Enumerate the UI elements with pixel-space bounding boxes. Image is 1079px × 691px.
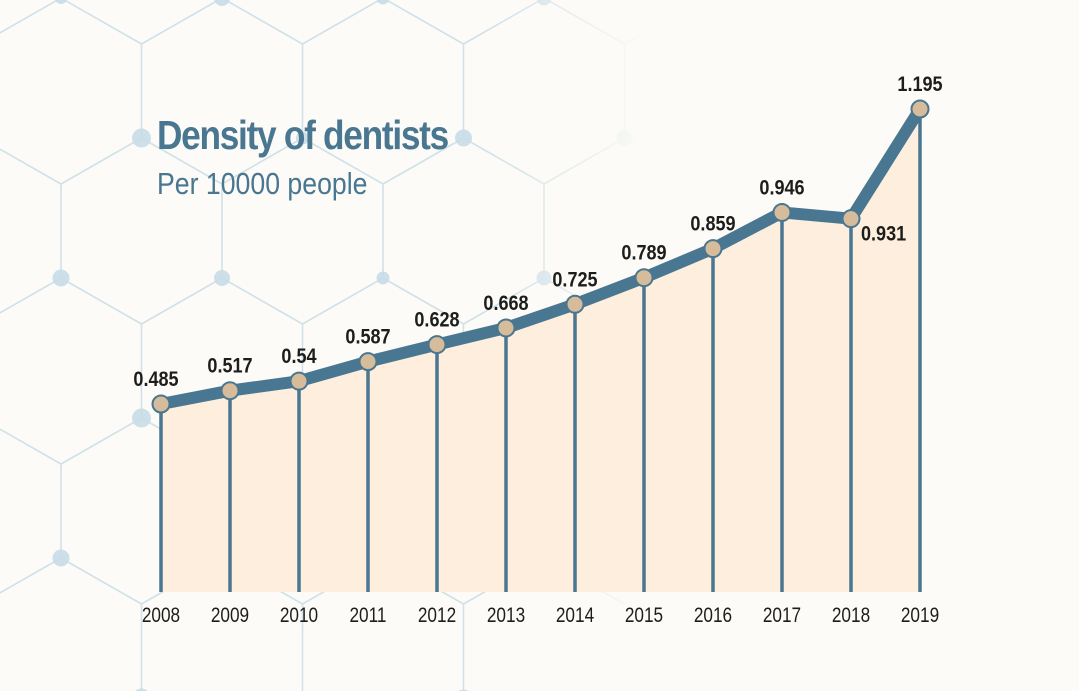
area-segment xyxy=(713,212,782,592)
area-segment xyxy=(368,344,437,592)
chart-title: Density of dentists xyxy=(157,112,449,158)
series-line xyxy=(155,102,926,410)
x-tick-label-2013: 2013 xyxy=(487,605,525,628)
area-segment xyxy=(299,361,368,592)
x-tick-label-2017: 2017 xyxy=(763,605,801,628)
x-tick-label-2016: 2016 xyxy=(694,605,732,628)
area-segment xyxy=(575,277,644,592)
area-segment xyxy=(851,108,920,593)
marker-2019 xyxy=(910,99,930,119)
data-label-2016: 0.859 xyxy=(690,212,735,236)
data-label-2011: 0.587 xyxy=(345,325,390,349)
data-label-2010: 0.54 xyxy=(281,345,316,369)
data-label-2018: 0.931 xyxy=(861,222,906,246)
chart-subtitle: Per 10000 people xyxy=(157,166,368,201)
area-segment xyxy=(782,212,851,592)
marker-2014 xyxy=(565,294,585,314)
area-segment xyxy=(161,390,230,592)
x-tick-label-2008: 2008 xyxy=(142,605,180,628)
marker-2017 xyxy=(772,202,792,222)
data-labels-group: 0.485 0.517 0.54 0.587 0.628 0.668 0.725 0.789 0… xyxy=(133,73,942,392)
marker-2009 xyxy=(220,381,240,401)
data-label-2017: 0.946 xyxy=(759,176,804,200)
data-label-2008: 0.485 xyxy=(133,368,178,392)
x-axis-labels-group: 2008 2009 2010 2011 2012 2013 2014 2015 2016 2017… xyxy=(142,605,939,628)
area-segment xyxy=(644,248,713,592)
data-label-2015: 0.789 xyxy=(621,241,666,265)
x-tick-label-2015: 2015 xyxy=(625,605,663,628)
data-label-2013: 0.668 xyxy=(483,292,528,316)
marker-2013 xyxy=(496,318,516,338)
x-tick-label-2009: 2009 xyxy=(211,605,249,628)
marker-2010 xyxy=(289,371,309,391)
x-tick-label-2011: 2011 xyxy=(349,605,386,628)
area-segment xyxy=(437,327,506,592)
x-tick-label-2010: 2010 xyxy=(280,605,318,628)
area-fill-group xyxy=(161,108,920,593)
markers-group xyxy=(151,99,930,414)
marker-2008 xyxy=(151,394,171,414)
x-tick-label-2012: 2012 xyxy=(418,605,456,628)
marker-2012 xyxy=(427,335,447,355)
marker-2015 xyxy=(634,268,654,288)
x-tick-label-2019: 2019 xyxy=(901,605,939,628)
area-segment xyxy=(506,304,575,592)
series-line-group xyxy=(155,102,926,410)
marker-2016 xyxy=(703,239,723,259)
data-label-2014: 0.725 xyxy=(552,268,597,292)
data-label-2009: 0.517 xyxy=(207,354,252,378)
area-segment xyxy=(230,381,299,592)
x-tick-label-2014: 2014 xyxy=(556,605,595,628)
x-tick-label-2018: 2018 xyxy=(832,605,870,628)
marker-2018 xyxy=(841,209,861,229)
marker-2011 xyxy=(358,352,378,372)
data-label-2019: 1.195 xyxy=(897,73,942,97)
data-label-2012: 0.628 xyxy=(414,308,459,332)
drop-lines-group xyxy=(159,108,922,592)
